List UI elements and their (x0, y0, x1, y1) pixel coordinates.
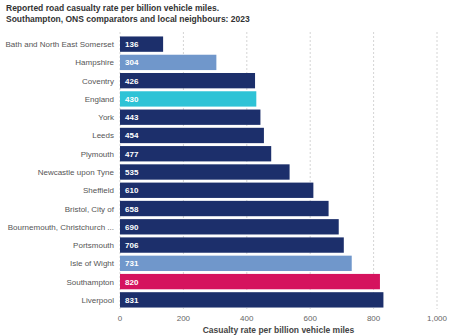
category-label: Bristol, City of (65, 205, 115, 214)
category-label: Newcastle upon Tyne (38, 168, 115, 177)
tick-label: 600 (304, 314, 318, 323)
data-label: 454 (125, 131, 139, 140)
bar (120, 201, 329, 216)
bar (120, 55, 216, 70)
data-label: 443 (125, 113, 139, 122)
tick-label: 400 (240, 314, 254, 323)
labels: Bath and North East Somerset 136 Hampshire… (6, 40, 139, 305)
data-label: 430 (125, 95, 139, 104)
bar (120, 128, 264, 143)
axis-title: Casualty rate per billion vehicle miles (203, 325, 355, 335)
data-label: 658 (125, 205, 139, 214)
data-label: 477 (125, 150, 139, 159)
bar (120, 146, 271, 161)
bar (120, 91, 256, 106)
category-label: Coventry (82, 77, 114, 86)
bar (120, 292, 383, 307)
title: Reported road casualty rate per billion … (6, 3, 250, 24)
bar (120, 183, 313, 198)
bar (120, 219, 339, 234)
bar (120, 110, 260, 125)
category-label: Sheffield (83, 186, 114, 195)
data-label: 690 (125, 223, 139, 232)
bars (120, 36, 383, 307)
category-label: Hampshire (75, 58, 114, 67)
category-label: Plymouth (81, 150, 114, 159)
category-label: Isle of Wight (70, 259, 115, 268)
data-label: 831 (125, 296, 139, 305)
data-label: 610 (125, 186, 139, 195)
bar (120, 36, 163, 51)
tick-label: 200 (177, 314, 191, 323)
grid-line (373, 32, 374, 309)
grid-line (437, 32, 438, 309)
category-label: Leeds (92, 131, 114, 140)
tick-label: 0 (118, 314, 123, 323)
category-label: Southampton (66, 278, 114, 287)
bar (120, 237, 344, 252)
category-label: Bournemouth, Christchurch ... (8, 223, 114, 232)
data-label: 136 (125, 40, 139, 49)
tick-label: 800 (367, 314, 381, 323)
chart: Reported road casualty rate per billion … (0, 0, 449, 336)
category-label: Liverpool (82, 296, 115, 305)
bar (120, 73, 255, 88)
category-label: Portsmouth (73, 241, 114, 250)
bar (120, 164, 290, 179)
data-label: 426 (125, 77, 139, 86)
data-label: 304 (125, 58, 139, 67)
bar (120, 274, 380, 289)
bar (120, 256, 352, 271)
data-label: 706 (125, 241, 139, 250)
x-axis: 0 200 400 600 800 1,000 (118, 32, 448, 323)
category-label: York (98, 113, 115, 122)
category-label: Bath and North East Somerset (6, 40, 115, 49)
data-label: 535 (125, 168, 139, 177)
tick-label: 1,000 (427, 314, 448, 323)
data-label: 731 (125, 259, 139, 268)
data-label: 820 (125, 278, 139, 287)
category-label: England (85, 95, 114, 104)
